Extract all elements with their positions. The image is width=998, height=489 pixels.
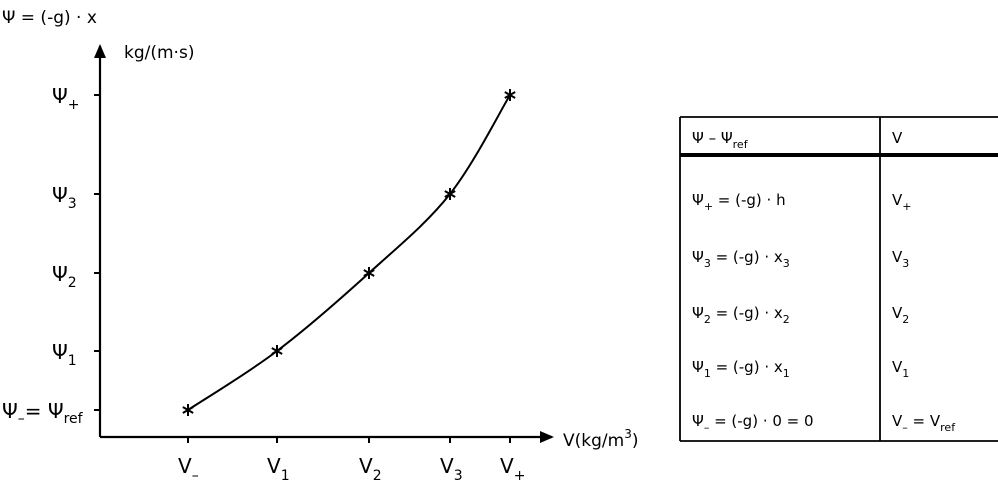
- table-row: Ψ3 = (-g) · x3 V3: [692, 248, 909, 270]
- table-cell-v: V+: [892, 191, 911, 213]
- table-cell-v: V2: [892, 304, 909, 326]
- data-point-marker: [504, 89, 516, 101]
- x-tick-label: V+: [500, 454, 525, 484]
- x-tick-label: V1: [267, 454, 290, 484]
- y-tick-label: Ψ1: [52, 340, 77, 369]
- y-tick-label: Ψ2: [52, 262, 77, 291]
- value-table: Ψ – Ψref V Ψ+ = (-g) · h V+ Ψ3 = (-g) · x3 V…: [679, 116, 998, 442]
- table-header-v: V: [892, 129, 903, 147]
- data-curve: [187, 94, 511, 411]
- table-cell-v: V1: [892, 358, 909, 380]
- table-row: Ψ+ = (-g) · h V+: [692, 191, 911, 213]
- table-cell-psi: Ψ3 = (-g) · x3: [692, 248, 790, 270]
- y-tick-label: Ψ–= Ψref: [2, 399, 84, 427]
- data-point-marker: [271, 345, 283, 357]
- x-tick-group: V– V1 V2 V3 V+: [178, 437, 525, 484]
- table-header-psi: Ψ – Ψref: [692, 129, 749, 151]
- y-tick-label: Ψ+: [52, 84, 79, 113]
- table-row: Ψ– = (-g) · 0 = 0 V– = Vref: [692, 412, 956, 434]
- data-point-marker: [444, 188, 456, 200]
- table-row: Ψ1 = (-g) · x1 V1: [692, 358, 909, 380]
- x-axis-label: V(kg/m3): [563, 427, 638, 451]
- data-point-marker: [182, 404, 194, 416]
- table-cell-psi: Ψ2 = (-g) · x2: [692, 304, 790, 326]
- y-axis-title: Ψ = (-g) · x: [2, 8, 97, 28]
- table-cell-psi: Ψ– = (-g) · 0 = 0: [692, 412, 814, 434]
- data-point-marker: [363, 267, 375, 279]
- x-tick-label: V3: [440, 454, 463, 484]
- y-tick-label: Ψ3: [52, 183, 77, 212]
- table-cell-psi: Ψ1 = (-g) · x1: [692, 358, 790, 380]
- table-cell-psi: Ψ+ = (-g) · h: [692, 191, 786, 213]
- x-tick-label: V2: [359, 454, 382, 484]
- data-markers: [182, 89, 516, 416]
- y-tick-group: Ψ+ Ψ3 Ψ2 Ψ1 Ψ–= Ψref: [2, 84, 100, 427]
- table-cell-v: V– = Vref: [892, 412, 956, 434]
- x-tick-label: V–: [178, 454, 199, 484]
- table-row: Ψ2 = (-g) · x2 V2: [692, 304, 909, 326]
- y-axis-unit: kg/(m·s): [124, 43, 194, 63]
- table-cell-v: V3: [892, 248, 909, 270]
